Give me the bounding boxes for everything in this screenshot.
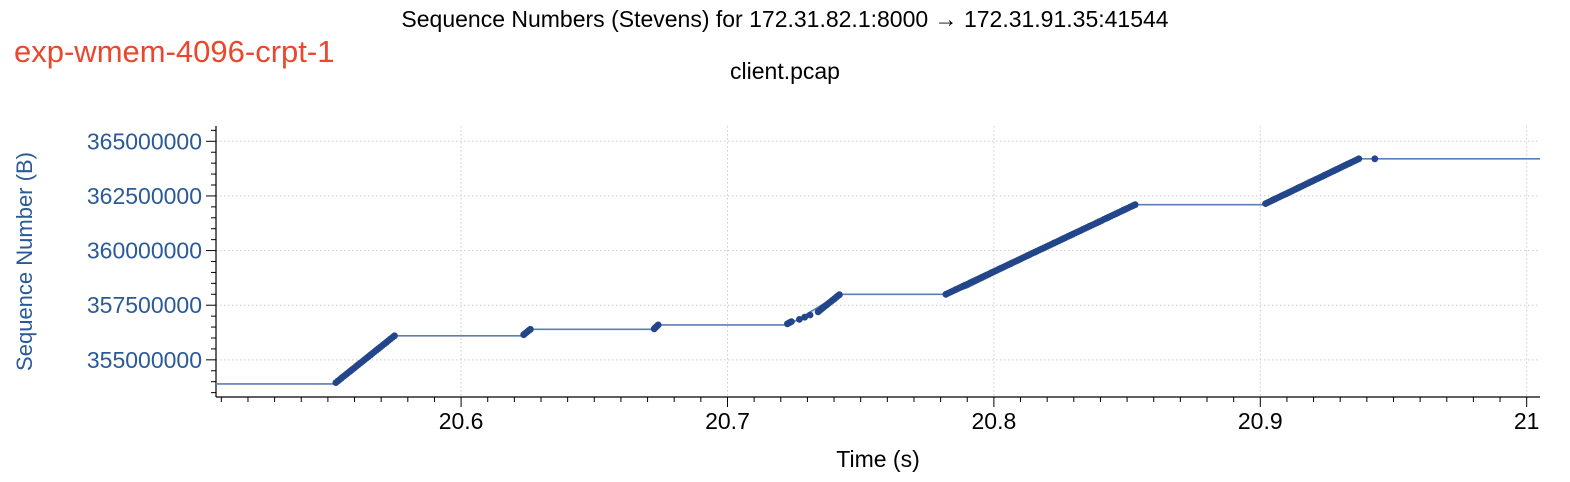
data-point — [796, 316, 803, 323]
data-point — [1355, 155, 1363, 163]
x-axis-title: Time (s) — [836, 446, 919, 472]
series-layer — [216, 155, 1540, 386]
axes — [206, 126, 1540, 407]
chart-subtitle: client.pcap — [730, 58, 840, 84]
y-axis-title: Sequence Number (B) — [12, 152, 37, 371]
data-point — [788, 318, 795, 325]
y-tick-label: 357500000 — [87, 292, 202, 318]
data-point — [1371, 155, 1379, 163]
data-point — [1131, 201, 1139, 209]
x-tick-label: 20.9 — [1238, 408, 1283, 434]
x-tick-label: 20.7 — [705, 408, 750, 434]
chart-title: Sequence Numbers (Stevens) for 172.31.82… — [401, 6, 1169, 32]
x-tick-label: 20.6 — [439, 408, 484, 434]
y-tick-label: 360000000 — [87, 238, 202, 264]
data-point — [527, 325, 534, 333]
data-point — [654, 321, 662, 329]
x-tick-label: 21 — [1514, 408, 1540, 434]
data-point — [801, 313, 809, 321]
sequence-step-line — [216, 158, 1540, 385]
y-tick-label: 355000000 — [87, 347, 202, 373]
data-point — [836, 291, 843, 299]
x-tick-label: 20.8 — [972, 408, 1017, 434]
experiment-label: exp-wmem-4096-crpt-1 — [14, 34, 335, 69]
y-tick-label: 365000000 — [87, 128, 202, 154]
y-tick-label: 362500000 — [87, 183, 202, 209]
data-point — [806, 311, 814, 319]
grid-lines — [216, 126, 1540, 397]
data-point — [391, 332, 398, 340]
axis-labels: 20.6 20.7 20.8 20.9 21 355000000 357500000 3600… — [12, 128, 1539, 472]
